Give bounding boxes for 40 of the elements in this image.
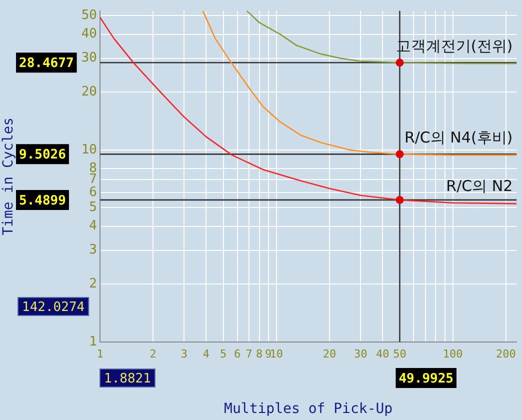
y-tick-label: 2 [89, 276, 97, 292]
y-tick-label: 7 [89, 172, 97, 188]
x-tick-label: 2 [150, 347, 156, 360]
y-tick-label: 50 [81, 8, 97, 24]
x-tick-label: 7 [246, 347, 252, 360]
x-tick-label: 200 [496, 347, 516, 360]
y-tick-label: 3 [89, 242, 97, 258]
point [396, 150, 404, 158]
ref-line-label: 28.4677 [19, 56, 74, 72]
series-label: R/C의 N4(후비) [404, 128, 513, 146]
y-tick-label: 4 [89, 218, 98, 234]
x-tick-label: 8 [256, 347, 263, 360]
y-axis-title: Time in Cycles [0, 117, 17, 236]
point [396, 58, 404, 67]
x-tick-label: 6 [234, 347, 241, 360]
x-tick-label: 3 [180, 347, 188, 360]
x-tick-label: 40 [376, 347, 390, 360]
x-axis-title: Multiples of Pick-Up [224, 401, 393, 418]
ref-line-label: 9.5026 [19, 148, 66, 163]
x-tick-label: 20 [322, 347, 336, 360]
x-tick-label: 50 [393, 347, 406, 360]
y-tick-label: 20 [81, 84, 97, 100]
y-tick-label: 10 [81, 142, 97, 158]
x-tick-label: 5 [220, 347, 227, 360]
x-tick-label: 9 [265, 347, 272, 360]
y-tick-label: 6 [89, 184, 97, 200]
ref-line-label: 5.4899 [19, 193, 66, 208]
point [396, 196, 404, 204]
x-tick-label: 100 [442, 347, 463, 360]
x-tick-label: 4 [202, 347, 210, 360]
text: 1.8821 [104, 371, 151, 386]
text: 142.0274 [22, 300, 85, 315]
series-label: R/C의 N2 [446, 177, 513, 196]
y-tick-label: 30 [81, 50, 97, 66]
ref-line-label: 49.9925 [398, 371, 454, 386]
y-tick-label: 5 [89, 200, 97, 216]
x-tick-label: 30 [354, 347, 368, 360]
x-tick-label: 10 [270, 347, 284, 360]
y-tick-label: 40 [81, 26, 97, 42]
y-tick-label: 1 [89, 334, 97, 350]
